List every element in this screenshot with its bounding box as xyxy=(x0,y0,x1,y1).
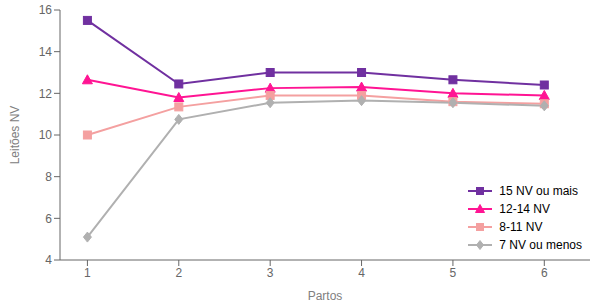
svg-text:3: 3 xyxy=(267,266,274,280)
svg-text:4: 4 xyxy=(45,253,52,267)
svg-text:8: 8 xyxy=(45,170,52,184)
svg-text:6: 6 xyxy=(541,266,548,280)
svg-text:1: 1 xyxy=(84,266,91,280)
html-text:7 NV ou menos: 7 NV ou menos xyxy=(499,238,582,252)
svg-text:12: 12 xyxy=(39,87,53,101)
html-text:12-14 NV: 12-14 NV xyxy=(499,202,550,216)
svg-text:Leitões NV: Leitões NV xyxy=(8,106,22,165)
svg-text:16: 16 xyxy=(39,3,53,17)
svg-text:4: 4 xyxy=(358,266,365,280)
html-text:15 NV ou mais: 15 NV ou mais xyxy=(499,184,578,198)
svg-text:14: 14 xyxy=(39,45,53,59)
svg-text:5: 5 xyxy=(450,266,457,280)
svg-text:Partos: Partos xyxy=(308,289,343,303)
svg-text:6: 6 xyxy=(45,212,52,226)
svg-text:2: 2 xyxy=(175,266,182,280)
svg-text:10: 10 xyxy=(39,128,53,142)
html-text:8-11 NV: 8-11 NV xyxy=(499,220,543,234)
